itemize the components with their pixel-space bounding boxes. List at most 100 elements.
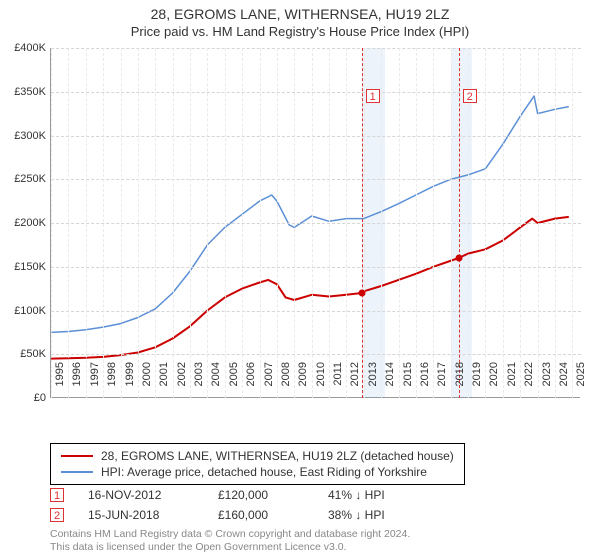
gridline-v (503, 48, 504, 398)
xtick-label: 2020 (488, 362, 500, 402)
gridline-v (121, 48, 122, 398)
gridline-v (155, 48, 156, 398)
footer-attribution: Contains HM Land Registry data © Crown c… (50, 528, 410, 554)
sale-price-2: £160,000 (218, 508, 328, 522)
xtick-label: 2025 (575, 362, 587, 402)
title-address: 28, EGROMS LANE, WITHERNSEA, HU19 2LZ (0, 6, 600, 22)
sale-pct-1: 41% ↓ HPI (328, 488, 438, 502)
gridline-v (433, 48, 434, 398)
gridline-h (51, 92, 581, 93)
gridline-v (294, 48, 295, 398)
ytick-label: £200K (2, 217, 46, 229)
sale-price-1: £120,000 (218, 488, 328, 502)
sale-pct-2: 38% ↓ HPI (328, 508, 438, 522)
xtick-label: 2006 (245, 362, 257, 402)
gridline-v (416, 48, 417, 398)
xtick-label: 1998 (106, 362, 118, 402)
gridline-v (572, 48, 573, 398)
sale-marker-line (362, 48, 363, 398)
xtick-label: 2002 (176, 362, 188, 402)
sale-date-1: 16-NOV-2012 (88, 488, 218, 502)
chart-plot-region: 12 £0£50K£100K£150K£200K£250K£300K£350K£… (50, 48, 580, 398)
xtick-label: 2012 (349, 362, 361, 402)
gridline-v (86, 48, 87, 398)
xtick-label: 2008 (280, 362, 292, 402)
gridline-v (364, 48, 365, 398)
xtick-label: 2018 (454, 362, 466, 402)
gridline-h (51, 311, 581, 312)
gridline-v (485, 48, 486, 398)
xtick-label: 2005 (228, 362, 240, 402)
sale-marker-1: 1 (50, 488, 64, 502)
gridline-v (138, 48, 139, 398)
ytick-label: £350K (2, 86, 46, 98)
chart-container: 28, EGROMS LANE, WITHERNSEA, HU19 2LZ Pr… (0, 0, 600, 560)
xtick-label: 1999 (124, 362, 136, 402)
sale-marker-line (459, 48, 460, 398)
sale-marker-badge: 1 (366, 89, 380, 103)
gridline-v (277, 48, 278, 398)
gridline-h (51, 223, 581, 224)
xtick-label: 2021 (506, 362, 518, 402)
gridline-v (329, 48, 330, 398)
gridline-v (173, 48, 174, 398)
ytick-label: £150K (2, 261, 46, 273)
sales-table: 1 16-NOV-2012 £120,000 41% ↓ HPI 2 15-JU… (50, 485, 438, 525)
xtick-label: 2015 (402, 362, 414, 402)
series-hpi (51, 96, 569, 332)
legend: 28, EGROMS LANE, WITHERNSEA, HU19 2LZ (d… (50, 443, 465, 485)
xtick-label: 2022 (523, 362, 535, 402)
sale-dot (455, 255, 462, 262)
gridline-v (538, 48, 539, 398)
xtick-label: 1996 (71, 362, 83, 402)
gridline-h (51, 179, 581, 180)
xtick-label: 2017 (436, 362, 448, 402)
gridline-v (242, 48, 243, 398)
gridline-h (51, 136, 581, 137)
xtick-label: 2023 (541, 362, 553, 402)
ytick-label: £400K (2, 42, 46, 54)
xtick-label: 2016 (419, 362, 431, 402)
ytick-label: £300K (2, 130, 46, 142)
sale-marker-2: 2 (50, 508, 64, 522)
gridline-v (68, 48, 69, 398)
xtick-label: 2014 (384, 362, 396, 402)
xtick-label: 2009 (297, 362, 309, 402)
xtick-label: 2003 (193, 362, 205, 402)
xtick-label: 2004 (210, 362, 222, 402)
xtick-label: 1997 (89, 362, 101, 402)
ytick-label: £250K (2, 173, 46, 185)
xtick-label: 2000 (141, 362, 153, 402)
series-property (51, 217, 569, 359)
footer-line2: This data is licensed under the Open Gov… (50, 541, 410, 554)
legend-label-hpi: HPI: Average price, detached house, East… (101, 464, 427, 480)
footer-line1: Contains HM Land Registry data © Crown c… (50, 528, 410, 541)
legend-label-property: 28, EGROMS LANE, WITHERNSEA, HU19 2LZ (d… (101, 448, 454, 464)
legend-row-hpi: HPI: Average price, detached house, East… (61, 464, 454, 480)
xtick-label: 2013 (367, 362, 379, 402)
sale-row-1: 1 16-NOV-2012 £120,000 41% ↓ HPI (50, 485, 438, 505)
gridline-v (312, 48, 313, 398)
plot-area: 12 (50, 48, 580, 398)
sale-marker-badge: 2 (463, 89, 477, 103)
gridline-h (51, 48, 581, 49)
gridline-v (103, 48, 104, 398)
sale-date-2: 15-JUN-2018 (88, 508, 218, 522)
gridline-v (225, 48, 226, 398)
xtick-label: 2001 (158, 362, 170, 402)
gridline-v (190, 48, 191, 398)
gridline-v (51, 48, 52, 398)
gridline-v (399, 48, 400, 398)
legend-row-property: 28, EGROMS LANE, WITHERNSEA, HU19 2LZ (d… (61, 448, 454, 464)
ytick-label: £0 (2, 392, 46, 404)
ytick-label: £50K (2, 348, 46, 360)
gridline-v (520, 48, 521, 398)
gridline-v (451, 48, 452, 398)
xtick-label: 2010 (315, 362, 327, 402)
gridline-h (51, 267, 581, 268)
gridline-v (381, 48, 382, 398)
gridline-v (207, 48, 208, 398)
ytick-label: £100K (2, 305, 46, 317)
gridline-v (260, 48, 261, 398)
legend-swatch-hpi (61, 471, 93, 473)
